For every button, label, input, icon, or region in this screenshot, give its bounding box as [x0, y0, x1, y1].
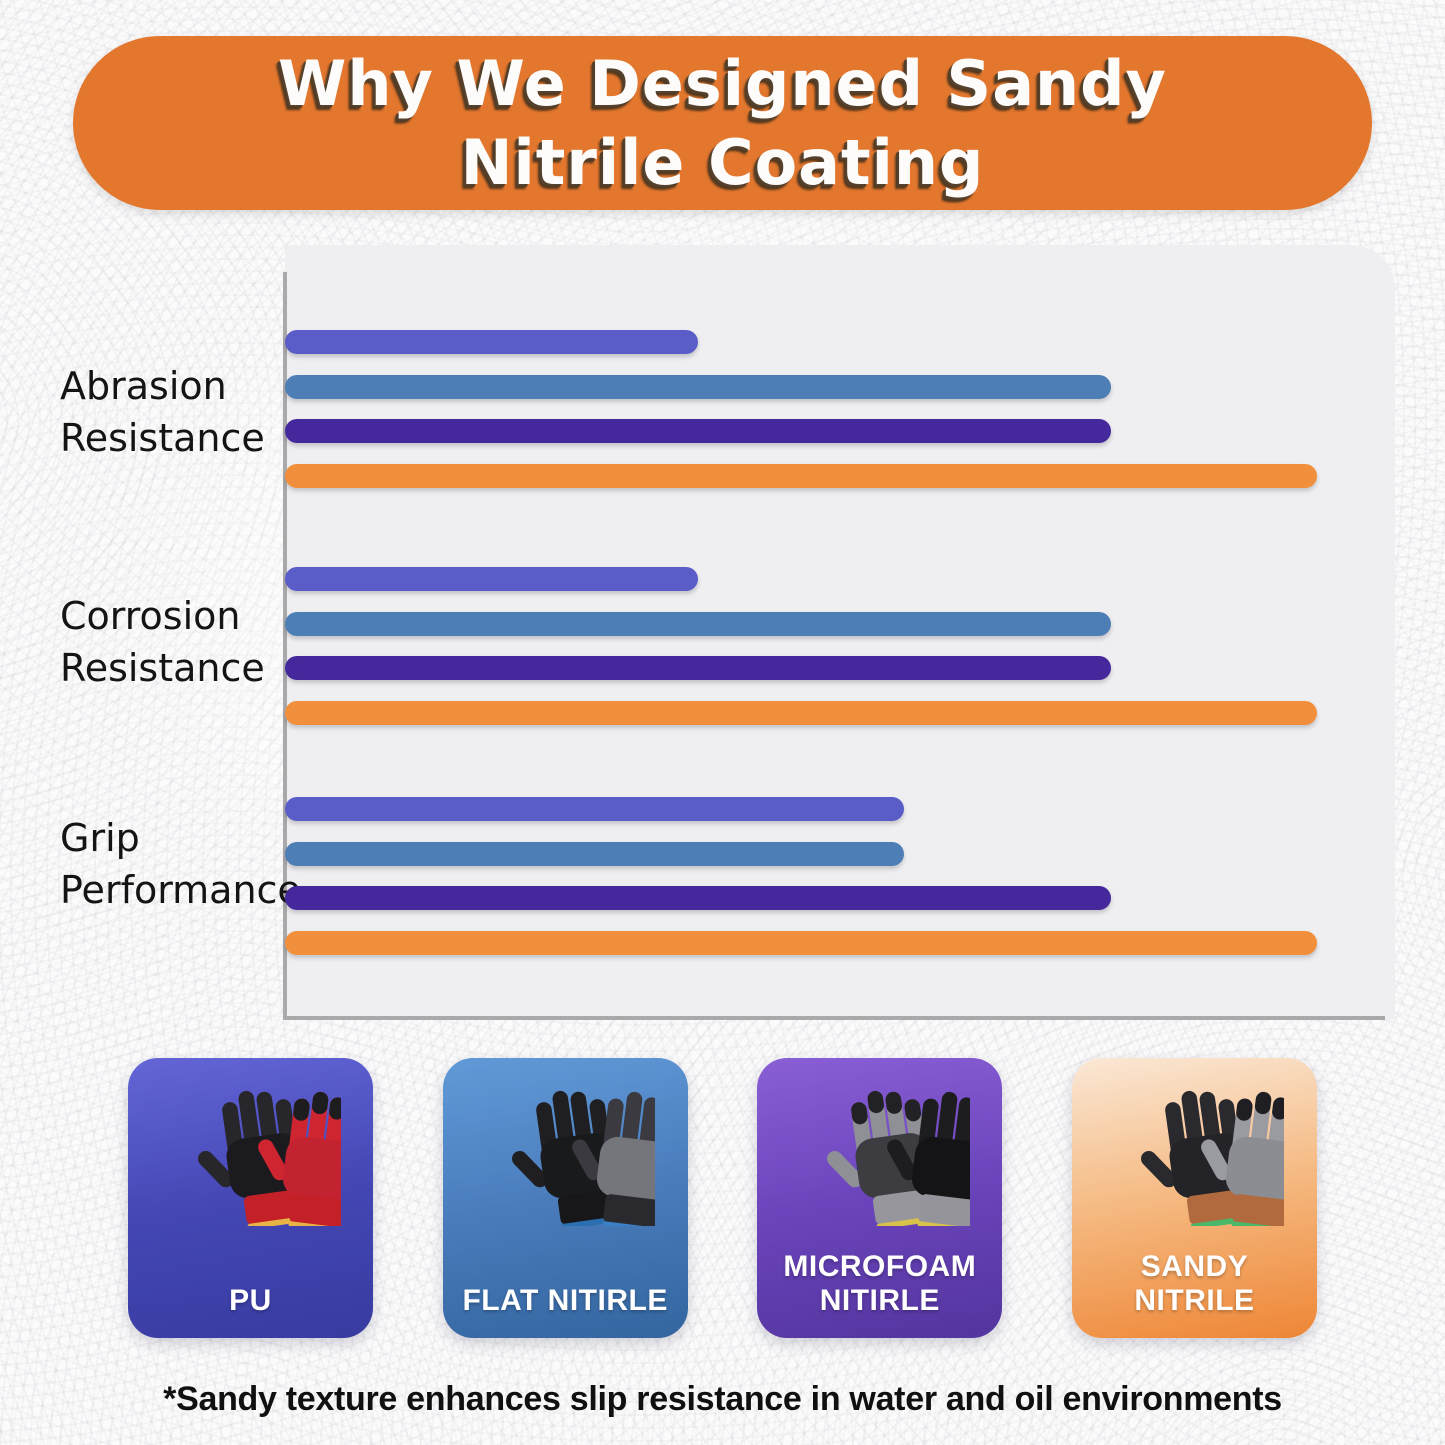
bar-pu-0 [285, 330, 698, 354]
bar-microfoam-nitirle-0 [285, 419, 1111, 443]
bar-sandy-nitrile-1 [285, 700, 1317, 725]
bar-pu-2 [285, 797, 905, 821]
bar-microfoam-nitirle-2 [285, 886, 1111, 910]
category-label-line: Grip [60, 816, 140, 860]
bar-flat-nitirle-1 [285, 611, 1111, 636]
title-banner: Why We Designed Sandy Nitrile Coating [73, 36, 1372, 210]
product-card: FLAT NITIRLE [442, 1058, 688, 1338]
chart-y-axis-line [283, 272, 287, 1020]
bar-sandy-nitrile-0 [285, 463, 1317, 488]
bar-pu-1 [285, 567, 698, 591]
category-label-abrasion: Abrasion Resistance [60, 360, 265, 464]
card-label: PU [229, 1284, 272, 1317]
bar-flat-nitirle-2 [285, 841, 905, 866]
category-label-line: Resistance [60, 416, 265, 460]
product-card: PU [128, 1058, 373, 1338]
bar-flat-nitirle-0 [285, 374, 1111, 399]
chart-x-axis-line [285, 1016, 1385, 1020]
gloves-image [475, 1076, 655, 1226]
card-label: SANDY NITRILE [1134, 1250, 1255, 1317]
page-title-line2: Nitrile Coating [460, 126, 985, 199]
category-label-line: Corrosion [60, 594, 241, 638]
footnote-text: *Sandy texture enhances slip resistance … [163, 1380, 1282, 1418]
gloves-image [1104, 1076, 1284, 1226]
category-label-grip: Grip Performance [60, 812, 301, 916]
gloves-image [161, 1076, 341, 1226]
category-label-line: Abrasion [60, 364, 227, 408]
card-label: MICROFOAM NITIRLE [783, 1250, 977, 1317]
category-label-line: Resistance [60, 646, 265, 690]
page-title-line1: Why We Designed Sandy [278, 47, 1167, 120]
bar-sandy-nitrile-2 [285, 930, 1317, 955]
category-label-corrosion: Corrosion Resistance [60, 590, 265, 694]
card-label: FLAT NITIRLE [462, 1284, 668, 1317]
gloves-image [790, 1076, 970, 1226]
bar-microfoam-nitirle-1 [285, 656, 1111, 680]
product-card: MICROFOAM NITIRLE [757, 1058, 1003, 1338]
category-label-line: Performance [60, 868, 301, 912]
product-card: SANDY NITRILE [1071, 1058, 1317, 1338]
product-cards-row: PU FLAT NITIRLE MICROFOAM NITIRLE SANDY [128, 1058, 1317, 1338]
